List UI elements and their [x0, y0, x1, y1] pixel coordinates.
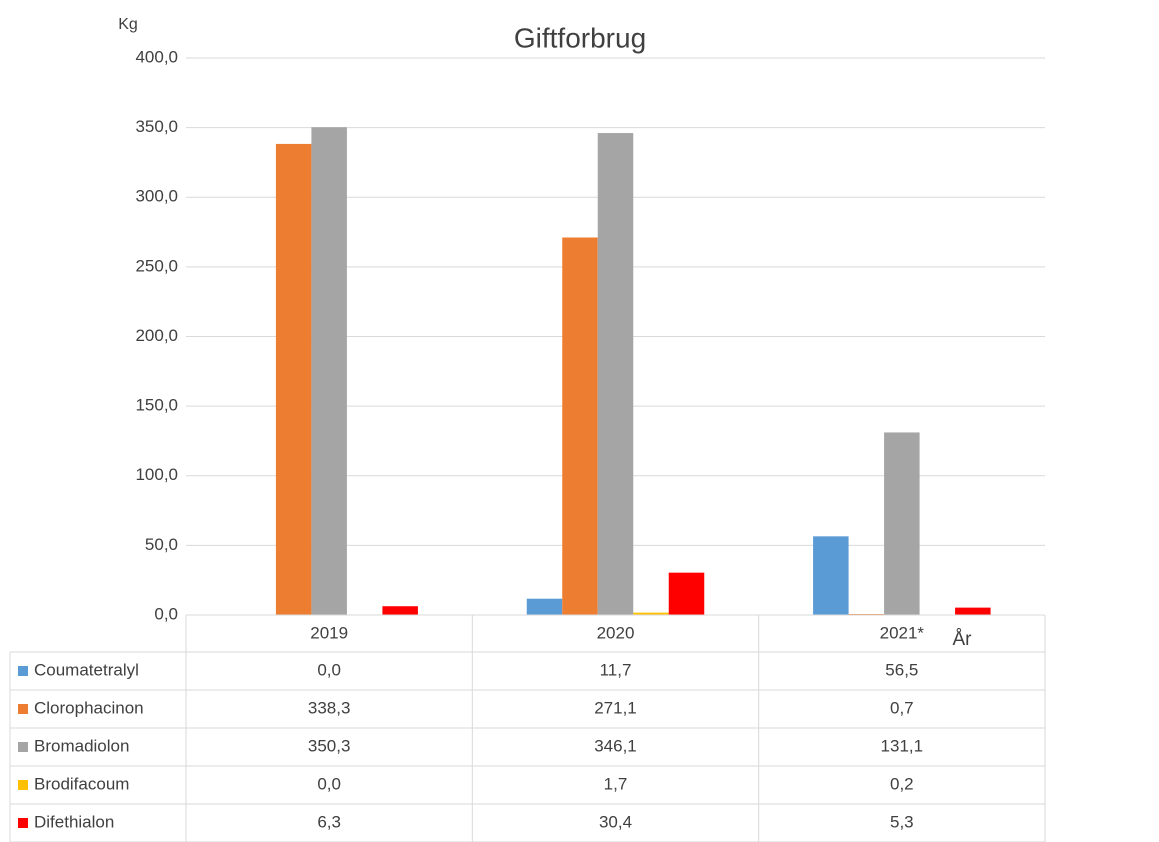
- table-value: 271,1: [594, 698, 637, 717]
- table-value: 131,1: [881, 736, 924, 755]
- legend-label: Clorophacinon: [34, 698, 144, 717]
- bar: [382, 606, 418, 615]
- y-tick-label: 250,0: [135, 256, 178, 275]
- table-value: 5,3: [890, 812, 914, 831]
- y-tick-label: 200,0: [135, 326, 178, 345]
- legend-swatch: [18, 780, 28, 790]
- legend-swatch: [18, 666, 28, 676]
- bar: [562, 237, 598, 615]
- chart-title: Giftforbrug: [514, 22, 646, 53]
- table-value: 0,2: [890, 774, 914, 793]
- y-tick-label: 0,0: [154, 604, 178, 623]
- table-value: 0,7: [890, 698, 914, 717]
- bar: [884, 432, 920, 615]
- table-value: 56,5: [885, 660, 918, 679]
- y-tick-label: 400,0: [135, 47, 178, 66]
- x-axis-label: År: [953, 629, 973, 650]
- table-value: 338,3: [308, 698, 351, 717]
- bar: [526, 598, 563, 615]
- bar: [597, 133, 634, 615]
- legend-label: Brodifacoum: [34, 774, 129, 793]
- table-value: 1,7: [604, 774, 628, 793]
- table-value: 0,0: [317, 660, 341, 679]
- bar: [311, 127, 347, 616]
- bar: [668, 572, 705, 615]
- legend-label: Bromadiolon: [34, 736, 129, 755]
- y-tick-label: 100,0: [135, 465, 178, 484]
- table-value: 0,0: [317, 774, 341, 793]
- table-value: 350,3: [308, 736, 351, 755]
- legend-swatch: [18, 742, 28, 752]
- y-axis-label: Kg: [118, 16, 138, 33]
- bar: [955, 607, 991, 615]
- bar: [633, 612, 669, 615]
- y-tick-label: 150,0: [135, 396, 178, 415]
- x-tick-label: 2020: [597, 623, 635, 642]
- legend-swatch: [18, 704, 28, 714]
- table-value: 11,7: [600, 660, 632, 679]
- y-tick-label: 350,0: [135, 117, 178, 136]
- table-value: 346,1: [594, 736, 637, 755]
- legend-swatch: [18, 818, 28, 828]
- y-tick-label: 50,0: [145, 535, 178, 554]
- y-tick-label: 300,0: [135, 187, 178, 206]
- bar: [275, 143, 312, 616]
- table-value: 6,3: [317, 812, 341, 831]
- legend-label: Difethialon: [34, 812, 114, 831]
- legend-label: Coumatetralyl: [34, 660, 139, 679]
- bar: [813, 536, 849, 615]
- table-value: 30,4: [599, 812, 632, 831]
- x-tick-label: 2021*: [880, 623, 925, 642]
- x-tick-label: 2019: [310, 623, 348, 642]
